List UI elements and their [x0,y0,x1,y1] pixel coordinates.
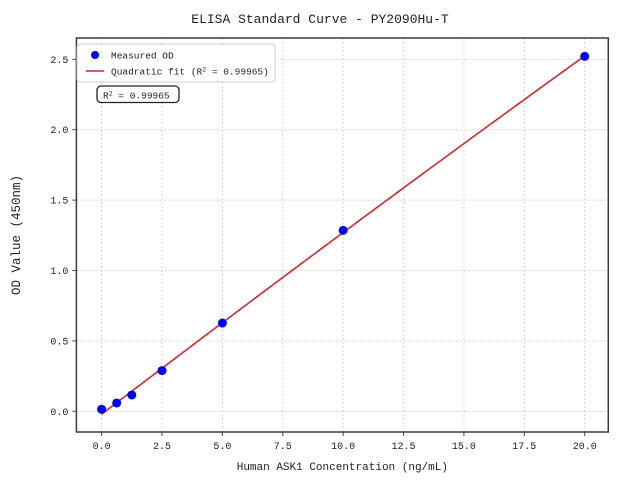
svg-text:0.5: 0.5 [50,337,68,348]
svg-text:0.0: 0.0 [50,408,68,419]
svg-text:5.0: 5.0 [213,442,231,453]
svg-text:15.0: 15.0 [452,442,476,453]
svg-text:7.5: 7.5 [274,442,292,453]
svg-text:20.0: 20.0 [573,442,597,453]
svg-text:0.0: 0.0 [93,442,111,453]
svg-text:2.5: 2.5 [153,442,171,453]
svg-text:ELISA Standard Curve - PY2090H: ELISA Standard Curve - PY2090Hu-T [191,12,449,27]
svg-text:12.5: 12.5 [392,442,416,453]
svg-text:Human ASK1 Concentration (ng/m: Human ASK1 Concentration (ng/mL) [237,462,448,474]
svg-text:17.5: 17.5 [512,442,536,453]
svg-text:1.5: 1.5 [50,197,68,208]
svg-text:10.0: 10.0 [331,442,355,453]
svg-text:Measured OD: Measured OD [111,51,174,62]
svg-text:2.5: 2.5 [50,56,68,67]
svg-text:R2 = 0.99965: R2 = 0.99965 [103,90,170,102]
svg-text:Quadratic fit (R2 = 0.99965): Quadratic fit (R2 = 0.99965) [111,66,269,78]
svg-text:OD Value (450nm): OD Value (450nm) [10,175,24,295]
svg-text:1.0: 1.0 [50,267,68,278]
svg-text:2.0: 2.0 [50,126,68,137]
